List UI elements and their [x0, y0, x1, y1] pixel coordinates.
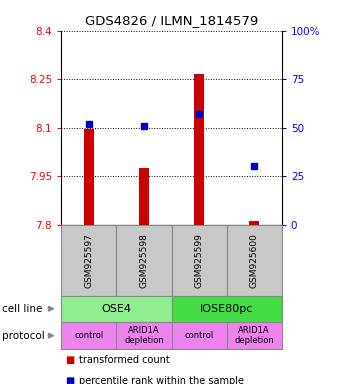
Text: GSM925598: GSM925598 [139, 233, 148, 288]
Bar [194, 74, 204, 225]
Text: ARID1A
depletion: ARID1A depletion [234, 326, 274, 345]
Text: transformed count: transformed count [79, 355, 169, 365]
Text: protocol: protocol [2, 331, 44, 341]
Text: ■: ■ [65, 376, 74, 384]
Text: control: control [184, 331, 214, 340]
Bar [249, 222, 259, 225]
Text: percentile rank within the sample: percentile rank within the sample [79, 376, 244, 384]
Bar [139, 168, 149, 225]
Bar [84, 129, 94, 225]
Text: GSM925599: GSM925599 [195, 233, 204, 288]
Text: cell line: cell line [2, 304, 42, 314]
Text: GSM925597: GSM925597 [84, 233, 93, 288]
Text: OSE4: OSE4 [102, 304, 131, 314]
Text: ■: ■ [65, 355, 74, 365]
Text: ARID1A
depletion: ARID1A depletion [124, 326, 164, 345]
Title: GDS4826 / ILMN_1814579: GDS4826 / ILMN_1814579 [85, 14, 258, 27]
Text: GSM925600: GSM925600 [250, 233, 259, 288]
Text: control: control [74, 331, 104, 340]
Text: IOSE80pc: IOSE80pc [200, 304, 253, 314]
